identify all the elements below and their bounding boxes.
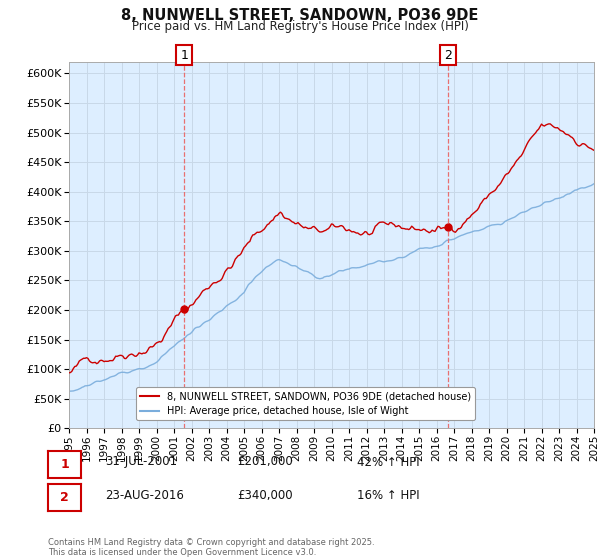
Text: 31-JUL-2001: 31-JUL-2001	[105, 455, 177, 469]
Legend: 8, NUNWELL STREET, SANDOWN, PO36 9DE (detached house), HPI: Average price, detac: 8, NUNWELL STREET, SANDOWN, PO36 9DE (de…	[136, 387, 475, 420]
Text: 1: 1	[180, 49, 188, 62]
Text: Contains HM Land Registry data © Crown copyright and database right 2025.
This d: Contains HM Land Registry data © Crown c…	[48, 538, 374, 557]
Text: 2: 2	[60, 491, 69, 505]
Text: Price paid vs. HM Land Registry's House Price Index (HPI): Price paid vs. HM Land Registry's House …	[131, 20, 469, 32]
Text: £340,000: £340,000	[237, 489, 293, 502]
Text: 16% ↑ HPI: 16% ↑ HPI	[357, 489, 419, 502]
Text: 23-AUG-2016: 23-AUG-2016	[105, 489, 184, 502]
Text: 8, NUNWELL STREET, SANDOWN, PO36 9DE: 8, NUNWELL STREET, SANDOWN, PO36 9DE	[121, 8, 479, 24]
Text: £201,000: £201,000	[237, 455, 293, 469]
Text: 2: 2	[444, 49, 452, 62]
Text: 1: 1	[60, 458, 69, 471]
Text: 42% ↑ HPI: 42% ↑ HPI	[357, 455, 419, 469]
